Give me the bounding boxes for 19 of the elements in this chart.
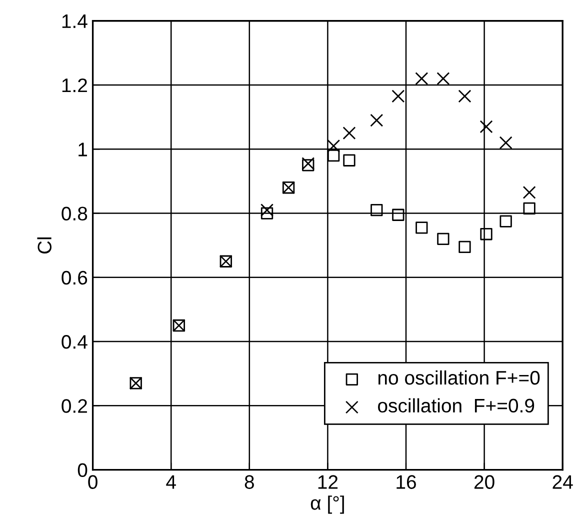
y-tick-label: 0.8 (62, 206, 88, 221)
y-tick-label: 0.2 (62, 399, 87, 413)
x-tick-label: 20 (474, 475, 494, 489)
y-tick-label: 1 (78, 142, 87, 156)
y-tick-label: 0.4 (62, 335, 88, 349)
x-tick-label: 16 (396, 475, 416, 489)
legend-label: oscillation F+=0.9 (378, 398, 534, 413)
x-tick-label: 4 (166, 475, 176, 489)
x-tick-label: 0 (88, 475, 98, 489)
y-tick-label: 1.2 (62, 78, 87, 92)
x-axis-title: α [°] (310, 496, 344, 514)
x-tick-label: 24 (552, 475, 573, 489)
y-tick-label: 0 (78, 463, 88, 478)
x-tick-label: 12 (318, 475, 338, 489)
y-tick-label: 1.4 (62, 14, 88, 28)
y-tick-label: 0.6 (62, 270, 88, 285)
legend-label: no oscillation F+=0 (378, 370, 540, 385)
x-tick-label: 8 (244, 475, 254, 489)
y-axis-title: Cl (37, 237, 52, 254)
